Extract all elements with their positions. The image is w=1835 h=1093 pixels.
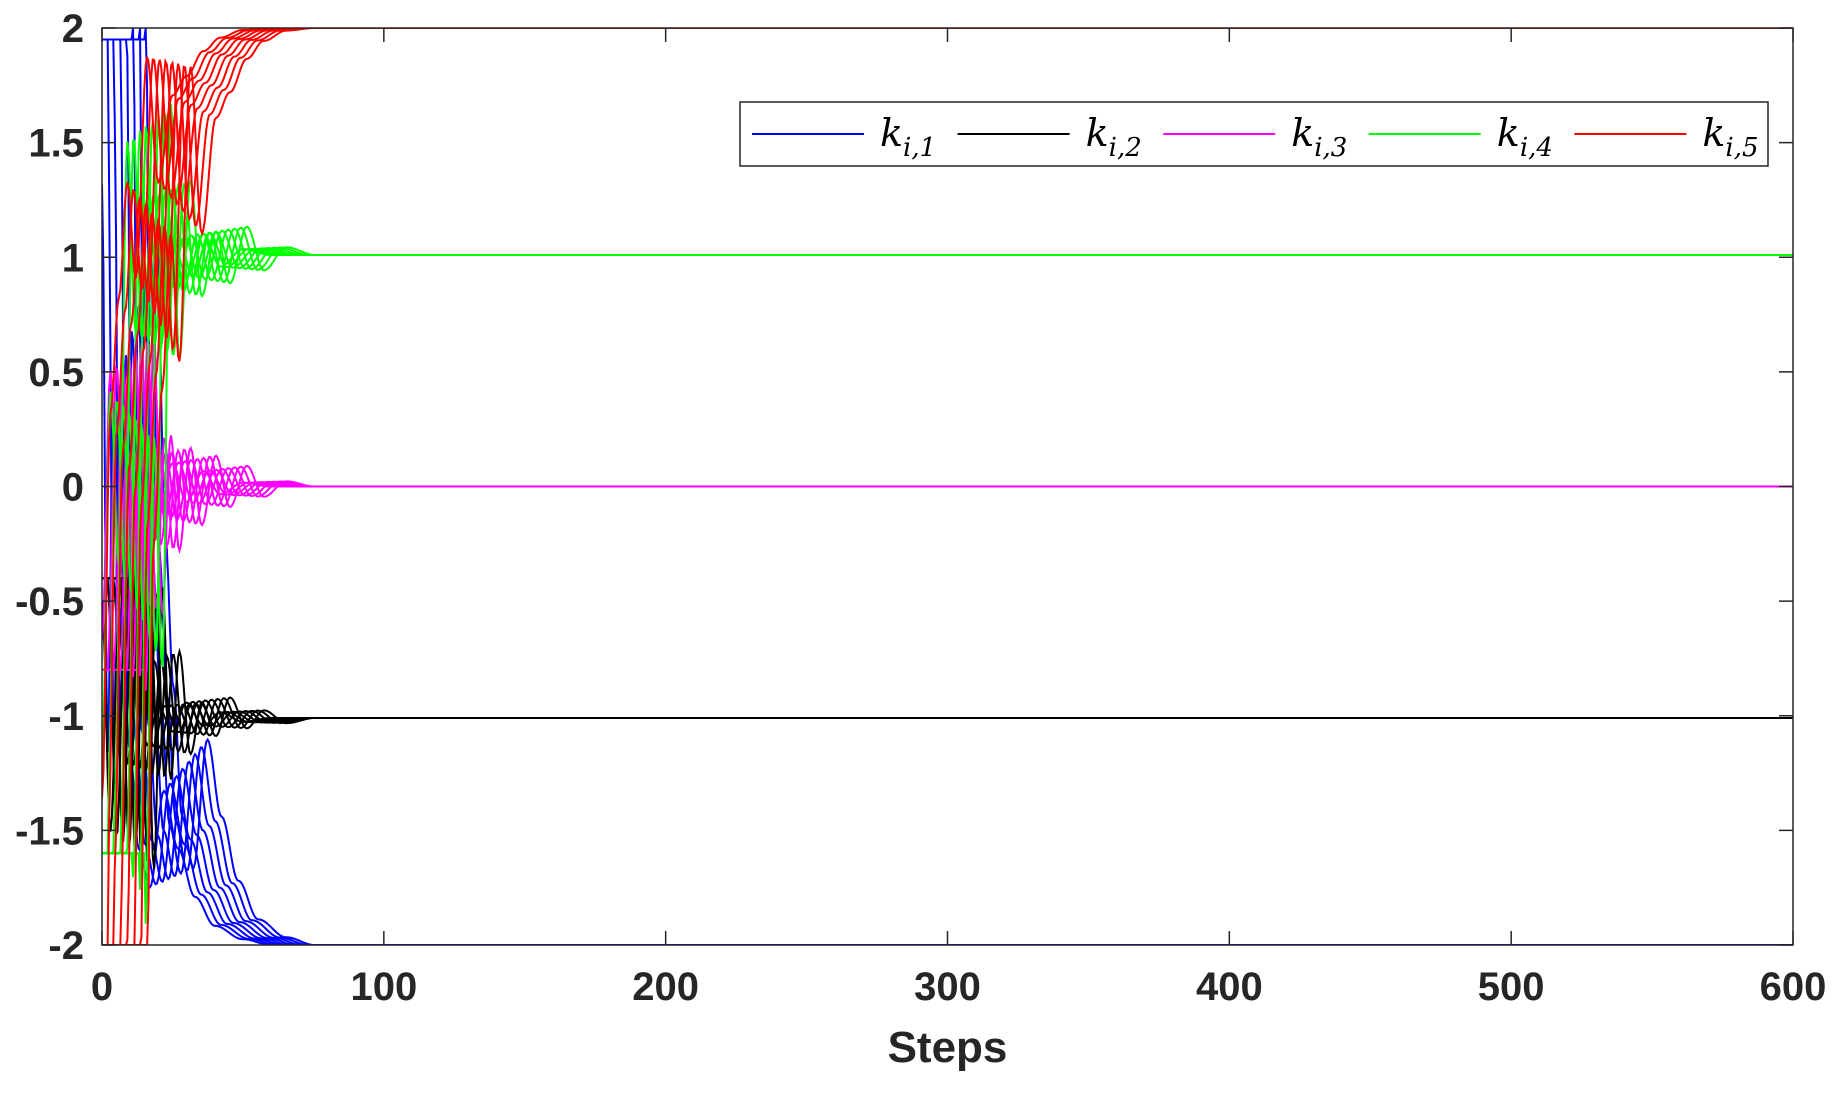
x-tick-label: 300 (914, 965, 981, 1009)
y-tick-label: -2 (48, 924, 84, 968)
series-5-line-8 (102, 28, 1793, 945)
y-tick-label: -1.5 (15, 809, 84, 853)
legend-item-3: ki,3 (1163, 111, 1347, 163)
x-tick-label: 100 (350, 965, 417, 1009)
x-tick-label: 500 (1478, 965, 1545, 1009)
series-3-line-8 (102, 333, 1793, 691)
y-tick-label: -0.5 (15, 580, 84, 624)
y-tick-label: 1.5 (28, 122, 84, 166)
legend-label: ki,1 (880, 111, 936, 163)
legend-item-5: ki,5 (1574, 111, 1759, 163)
legend-label: ki,3 (1291, 111, 1347, 163)
series-2 (102, 562, 1793, 869)
x-tick-label: 0 (91, 965, 113, 1009)
series-2-line-8 (102, 562, 1793, 869)
legend-item-2: ki,2 (957, 111, 1142, 163)
tick-labels-layer: 0 100 200 300 400 500 600 -2 -1.5 -1 -0.5 0 0.5 1 1.5 2 (15, 7, 1826, 1009)
y-tick-label: 2 (62, 7, 84, 51)
x-tick-label: 200 (632, 965, 699, 1009)
x-tick-label: 400 (1196, 965, 1263, 1009)
series-1-line-4 (102, 38, 1793, 945)
series-3 (102, 333, 1793, 691)
legend: ki,1 ki,2 ki,3 ki,4 ki,5 (739, 101, 1769, 167)
legend-item-4: ki,4 (1368, 111, 1553, 163)
y-tick-label: -1 (48, 695, 84, 739)
legend-label: ki,2 (1086, 111, 1142, 163)
x-axis-label: Steps (888, 1023, 1008, 1072)
y-tick-label: 0 (62, 466, 84, 510)
legend-item-1: ki,1 (752, 111, 936, 163)
series-4-line-8 (102, 104, 1793, 924)
series-1-line-5 (102, 38, 1793, 945)
y-tick-label: 0.5 (28, 351, 84, 395)
series-1-line-2 (102, 38, 1793, 945)
series-lines-layer (102, 28, 1793, 945)
series-5-line-7 (102, 28, 1793, 945)
legend-label: ki,5 (1702, 111, 1758, 163)
x-tick-label: 600 (1760, 965, 1827, 1009)
axes-layer (101, 27, 1794, 946)
y-tick-label: 1 (62, 236, 84, 280)
legend-label: ki,4 (1497, 111, 1553, 163)
